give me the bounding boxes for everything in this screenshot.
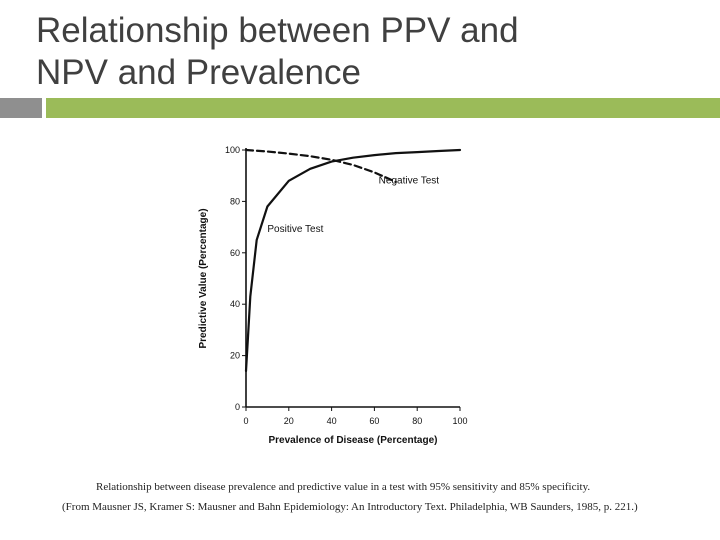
x-tick-label: 80 [412,416,422,426]
x-tick-label: 60 [369,416,379,426]
figure-caption: Relationship between disease prevalence … [96,481,591,493]
y-axis-label: Predictive Value (Percentage) [198,208,209,348]
x-axis-label: Prevalence of Disease (Percentage) [269,435,438,446]
title-accent-bar-gray [0,98,42,118]
y-tick-label: 40 [230,299,240,309]
y-tick-label: 60 [230,248,240,258]
series-label-positive-test: Positive Test [267,224,323,235]
y-tick-label: 20 [230,351,240,361]
series-label-negative-test: Negative Test [379,175,440,186]
slide-title: Relationship between PPV and NPV and Pre… [36,11,519,92]
x-tick-label: 100 [452,416,467,426]
series-line-positive-test [244,148,462,373]
x-tick-label: 20 [284,416,294,426]
x-tick-group: 0 20 40 60 80 100 [243,407,468,426]
series-group [244,148,462,373]
y-tick-label: 0 [235,402,240,412]
y-tick-label: 100 [225,145,240,155]
y-tick-label: 80 [230,196,240,206]
series-line-negative-test [244,148,397,183]
figure-citation: (From Mausner JS, Kramer S: Mausner and … [62,501,638,513]
y-tick-group: 0 20 40 60 80 100 [225,145,246,412]
predictive-value-chart: 0 20 40 60 80 100 0 20 40 60 80 100 Prevalence of … [198,145,468,446]
x-tick-label: 0 [243,416,248,426]
title-accent-bar-green [46,98,720,118]
x-tick-label: 40 [327,416,337,426]
